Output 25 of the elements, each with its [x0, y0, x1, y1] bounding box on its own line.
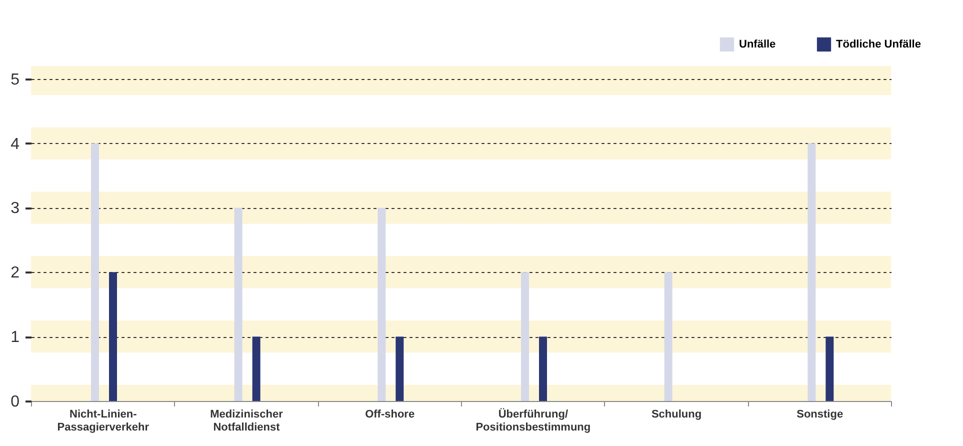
y-tick-label: 4	[10, 136, 20, 153]
x-tick-label: Nicht-Linien- Passagierverkehr	[57, 408, 150, 434]
bar	[91, 143, 99, 401]
y-tick-label: 2	[10, 264, 20, 282]
x-tick-label: Medizinischer Notfalldienst	[210, 408, 284, 434]
bar	[396, 336, 404, 401]
bar	[521, 272, 529, 401]
bar	[664, 272, 672, 401]
legend-label: Unfälle	[739, 38, 776, 50]
bar	[378, 208, 386, 401]
bar	[109, 272, 117, 401]
legend-label: Tödliche Unfälle	[836, 38, 921, 50]
y-tick-label: 3	[10, 200, 20, 218]
bar	[539, 336, 547, 401]
bar	[826, 336, 834, 401]
y-tick-label: 0	[10, 394, 20, 410]
bar	[252, 336, 260, 401]
x-tick-label: Schulung	[651, 408, 702, 420]
y-tick-label: 5	[10, 71, 20, 88]
bar	[808, 143, 816, 401]
x-tick-label: Überführung/ Positionsbestimmung	[476, 408, 591, 434]
y-tick-label: 1	[10, 329, 20, 346]
x-tick-label: Sonstige	[796, 408, 844, 420]
bar	[234, 208, 242, 401]
x-tick-label: Off-shore	[365, 408, 415, 420]
